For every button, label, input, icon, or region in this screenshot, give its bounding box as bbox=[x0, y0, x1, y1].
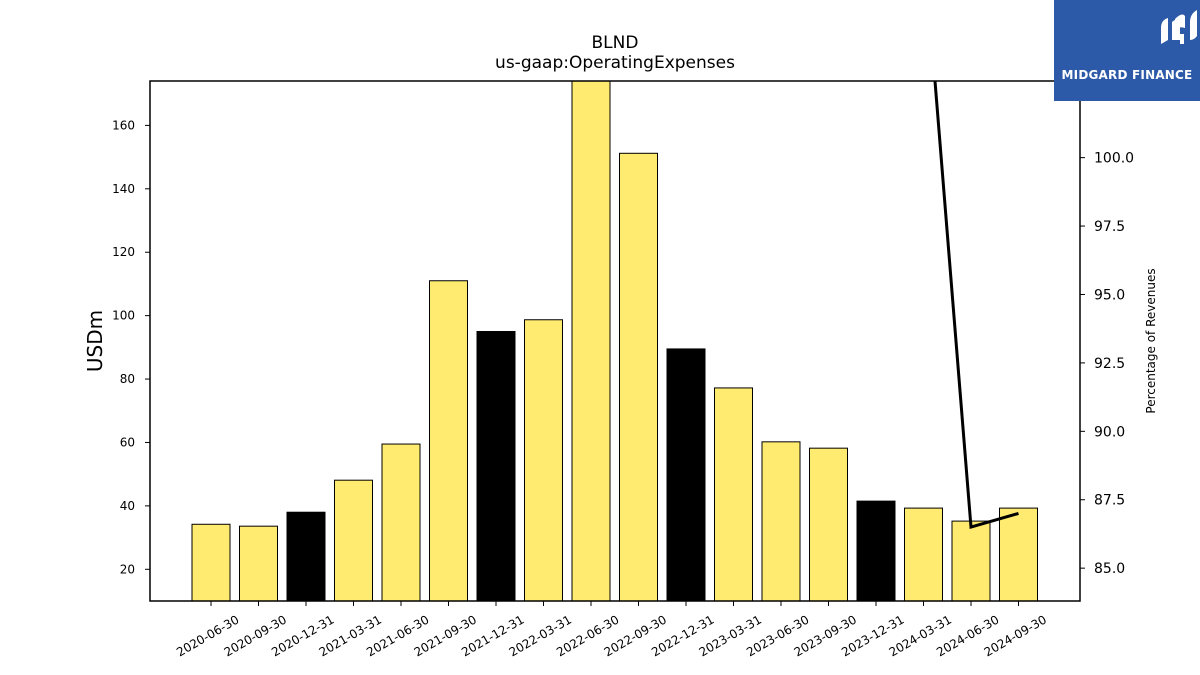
y-tick-label: 120 bbox=[112, 245, 135, 259]
y2-tick-label: 85.0 bbox=[1094, 561, 1125, 577]
bar-2021-06-30 bbox=[381, 443, 421, 602]
bar-2024-09-30 bbox=[999, 507, 1038, 602]
bar-2021-03-31 bbox=[334, 479, 373, 602]
bar-2023-09-30 bbox=[809, 447, 848, 602]
bar-2022-12-31 bbox=[666, 348, 706, 602]
bar-2021-09-30 bbox=[429, 280, 468, 602]
bar-2021-12-31 bbox=[476, 330, 516, 602]
y-tick-label: 40 bbox=[120, 499, 135, 513]
bar-2022-03-31 bbox=[524, 319, 563, 602]
line-series bbox=[933, 81, 1019, 530]
bar-2020-06-30 bbox=[191, 523, 231, 602]
bar-2020-12-31 bbox=[286, 511, 326, 602]
y-tick-label: 160 bbox=[112, 118, 135, 132]
logo-text: MIDGARD FINANCE bbox=[1061, 68, 1193, 82]
bar-2023-06-30 bbox=[761, 441, 801, 602]
y2-tick-label: 92.5 bbox=[1094, 356, 1125, 372]
y-tick-label: 140 bbox=[112, 182, 135, 196]
bar-2020-09-30 bbox=[239, 525, 278, 602]
bar-2023-03-31 bbox=[714, 387, 753, 602]
y-tick-label: 60 bbox=[120, 435, 135, 449]
y2-tick-label: 87.5 bbox=[1094, 493, 1125, 509]
bar-2022-06-30 bbox=[571, 80, 611, 602]
y2-tick-label: 97.5 bbox=[1094, 219, 1125, 235]
y2-tick-label: 100.0 bbox=[1094, 151, 1134, 167]
plot-frame bbox=[149, 80, 1081, 602]
bar-2022-09-30 bbox=[619, 152, 658, 602]
y-tick-label: 100 bbox=[112, 309, 135, 323]
y2-tick-label: 95.0 bbox=[1094, 287, 1125, 303]
logo-mark-icon bbox=[1161, 10, 1197, 44]
y-tick-label: 80 bbox=[120, 372, 135, 386]
bar-2023-12-31 bbox=[856, 500, 896, 602]
y2-tick-label: 90.0 bbox=[1094, 424, 1125, 440]
chart-subtitle: us-gaap:OperatingExpenses bbox=[495, 53, 735, 73]
y2-axis-label: Percentage of Revenues bbox=[1144, 268, 1158, 413]
revenue-percentage-line bbox=[933, 81, 1019, 530]
bar-2024-03-31 bbox=[904, 507, 943, 602]
chart-title: BLND bbox=[592, 33, 639, 53]
bar-2024-06-30 bbox=[951, 520, 991, 602]
y-axis-label: USDm bbox=[83, 310, 107, 372]
brand-logo: MIDGARD FINANCE bbox=[1054, 0, 1200, 101]
y-tick-label: 20 bbox=[120, 562, 135, 576]
bar-series bbox=[191, 80, 1038, 602]
